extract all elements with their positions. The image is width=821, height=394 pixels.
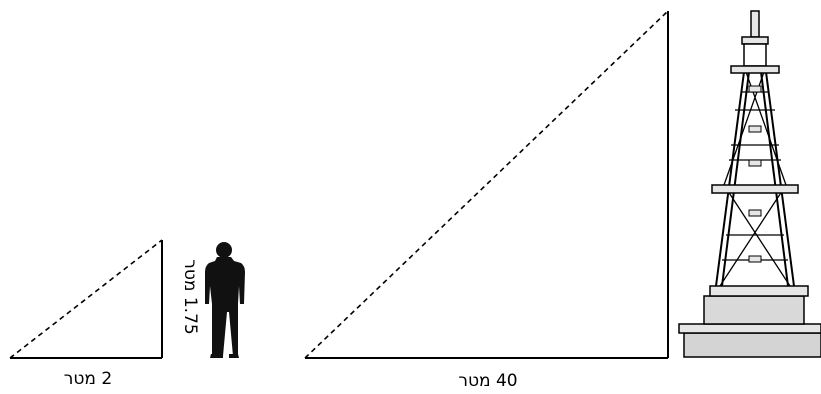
tower-spire-cap bbox=[741, 36, 769, 45]
tower-base-step bbox=[678, 323, 821, 334]
tower-spire bbox=[750, 10, 760, 38]
large-triangle: 40 מטר bbox=[304, 10, 669, 391]
tower-platform-top bbox=[730, 65, 780, 74]
tower-platform-middle bbox=[711, 184, 799, 194]
tower-base-cap bbox=[709, 285, 809, 297]
small-triangle-height-label: 1.75 מטר bbox=[180, 259, 200, 334]
tower-top-box bbox=[743, 43, 767, 67]
large-triangle-base-label: 40 מטר bbox=[458, 371, 517, 391]
tower-base-plinth bbox=[683, 332, 821, 358]
large-triangle-hypotenuse bbox=[304, 10, 669, 359]
small-triangle-hypotenuse bbox=[9, 239, 163, 359]
small-triangle: 2 מטר 1.75 מטר bbox=[9, 239, 200, 389]
small-triangle-base-label: 2 מטר bbox=[64, 369, 112, 389]
tower-base-block bbox=[703, 295, 805, 325]
person-icon bbox=[205, 242, 245, 358]
tower-icon bbox=[678, 10, 821, 358]
